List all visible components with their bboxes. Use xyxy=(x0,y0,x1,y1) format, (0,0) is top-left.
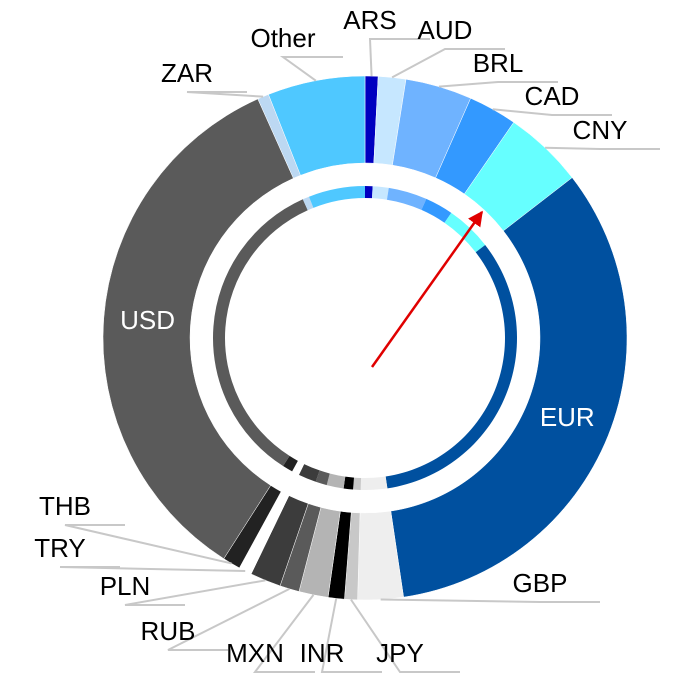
inner-slice xyxy=(315,470,330,486)
slice-label: Other xyxy=(250,23,315,53)
inner-slice xyxy=(343,476,355,490)
leader-line xyxy=(252,594,315,673)
slice-label: MXN xyxy=(226,638,284,668)
leader-line xyxy=(167,587,290,651)
leader-line xyxy=(124,579,266,606)
leader-line xyxy=(64,524,232,565)
slice-label: TRY xyxy=(34,533,86,563)
slice-label: THB xyxy=(39,491,91,521)
slice-label: USD xyxy=(120,305,175,335)
slice-label: RUB xyxy=(141,616,196,646)
inner-slice xyxy=(283,455,298,472)
slice-label: ARS xyxy=(343,5,396,35)
rings xyxy=(102,75,628,601)
inner-slice xyxy=(292,460,305,475)
inner-slice xyxy=(308,186,365,208)
inner-slice xyxy=(326,473,346,489)
slice-label: JPY xyxy=(376,638,424,668)
slice-label: AUD xyxy=(418,15,473,45)
leader-line xyxy=(59,566,246,573)
leader-line xyxy=(492,108,612,116)
inner-slice xyxy=(444,212,486,253)
inner-slice xyxy=(386,187,427,210)
slice-label: INR xyxy=(300,638,345,668)
inner-slice xyxy=(360,476,388,490)
slice-label: CAD xyxy=(525,81,580,111)
leader-line xyxy=(380,598,600,603)
slice xyxy=(268,75,366,176)
inner-slice xyxy=(385,244,517,489)
slice xyxy=(102,98,294,560)
inner-slice xyxy=(302,196,314,211)
leader-line xyxy=(391,48,505,79)
slice-label: GBP xyxy=(513,568,568,598)
inner-slice xyxy=(421,198,452,223)
leader-line xyxy=(186,91,264,98)
slice-label: CNY xyxy=(573,115,628,145)
inner-slice xyxy=(298,464,320,482)
slice-label: EUR xyxy=(540,402,595,432)
inner-slice xyxy=(365,186,373,199)
inner-slice xyxy=(213,199,308,467)
inner-slice xyxy=(353,477,362,490)
arrow xyxy=(370,210,484,368)
leader-line xyxy=(350,599,460,673)
inner-slice xyxy=(372,186,389,200)
leader-line xyxy=(438,81,558,88)
leader-line xyxy=(545,146,660,150)
slice-label: ZAR xyxy=(161,58,213,88)
slice xyxy=(390,177,628,598)
ring-gap xyxy=(200,173,530,503)
slice-label: BRL xyxy=(473,48,524,78)
leader-line xyxy=(279,56,343,82)
slice-label: PLN xyxy=(100,571,151,601)
leader-line xyxy=(368,38,430,77)
leader-line xyxy=(320,598,382,673)
